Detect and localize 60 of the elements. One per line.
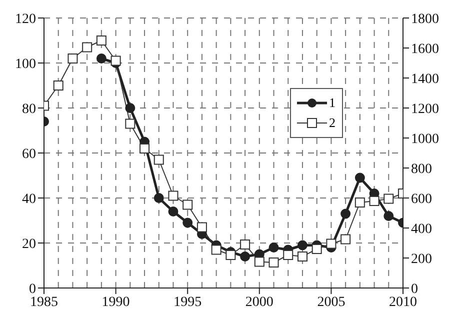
point	[384, 211, 394, 221]
point	[182, 200, 193, 210]
y-tick-label: 60	[22, 146, 36, 162]
point	[240, 252, 250, 262]
point	[154, 193, 164, 203]
legend-label: 1	[329, 95, 336, 111]
point	[211, 244, 222, 255]
x-tick-label: 2005	[317, 294, 346, 310]
x-tick-label: 1985	[30, 294, 58, 310]
point	[369, 196, 380, 206]
legend-label: 2	[329, 115, 336, 131]
y2-tick-label: 800	[411, 162, 432, 177]
point	[226, 250, 236, 260]
y2-tick-label: 1400	[411, 72, 439, 87]
point	[268, 242, 279, 252]
y-tick-label: 40	[22, 192, 36, 207]
y2-tick-label: 0	[411, 282, 418, 297]
point	[384, 194, 394, 204]
y-tick-label: 120	[15, 12, 36, 27]
point	[312, 244, 322, 254]
point	[340, 208, 351, 219]
x-tick-label: 2010	[389, 294, 417, 310]
point	[68, 54, 78, 64]
point	[254, 256, 264, 267]
point	[268, 258, 279, 268]
x-tick-label: 1990	[102, 294, 130, 310]
point	[182, 218, 193, 228]
point	[240, 240, 250, 250]
y-tick-label: 20	[22, 236, 36, 252]
x-tick-label: 1995	[174, 294, 202, 310]
point	[96, 36, 106, 46]
y2-tick-label: 1200	[411, 102, 439, 117]
y2-tick-label: 600	[411, 192, 432, 207]
y2-tick-label: 1000	[411, 132, 439, 147]
point	[340, 234, 351, 244]
y2-tick-label: 1800	[411, 12, 439, 27]
x-tick-label: 2000	[245, 294, 274, 310]
y-tick-label: 0	[29, 282, 36, 297]
point	[354, 172, 365, 183]
y2-tick-label: 1600	[411, 42, 439, 57]
point	[140, 144, 150, 154]
point	[96, 54, 106, 64]
point	[168, 190, 178, 201]
point	[125, 118, 136, 129]
point	[297, 252, 308, 262]
point	[196, 222, 207, 232]
point	[354, 198, 365, 208]
point	[297, 240, 308, 250]
y2-tick-label: 200	[411, 252, 432, 267]
point	[154, 154, 164, 165]
y-tick-label: 100	[15, 56, 36, 72]
point	[82, 42, 92, 52]
point	[283, 250, 294, 260]
point	[326, 238, 336, 249]
y-tick-label: 80	[22, 102, 36, 117]
point	[125, 103, 136, 113]
point	[110, 56, 121, 66]
y2-tick-label: 400	[411, 222, 432, 237]
point	[168, 206, 178, 216]
point	[53, 80, 64, 90]
